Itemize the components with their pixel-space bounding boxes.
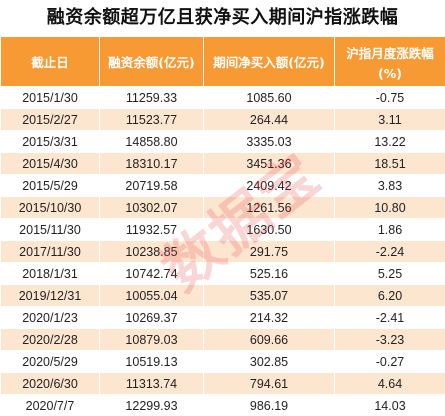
cell-financing-balance: 10302.07 — [99, 196, 204, 219]
cell-net-buy: 794.61 — [203, 372, 335, 395]
cell-date: 2020/2/28 — [0, 328, 100, 351]
cell-financing-balance: 10742.74 — [99, 262, 204, 285]
cell-date: 2015/3/31 — [0, 130, 100, 153]
cell-date: 2015/5/29 — [0, 174, 100, 197]
cell-index-change: -0.27 — [334, 350, 445, 373]
cell-net-buy: 525.16 — [203, 262, 335, 285]
cell-net-buy: 1085.60 — [203, 86, 335, 109]
cell-financing-balance: 10055.04 — [99, 284, 204, 307]
cell-financing-balance: 18310.17 — [99, 152, 204, 175]
cell-net-buy: 302.85 — [203, 350, 335, 373]
table-row: 2015/4/30 18310.17 3451.36 18.51 — [0, 152, 445, 175]
table-row: 2015/11/30 11932.57 1630.50 1.86 — [0, 218, 445, 241]
cell-date: 2015/11/30 — [0, 218, 100, 241]
cell-date: 2020/6/30 — [0, 372, 100, 395]
cell-index-change: -2.41 — [334, 306, 445, 329]
cell-date: 2020/7/7 — [0, 394, 100, 416]
cell-net-buy: 1630.50 — [203, 218, 335, 241]
table-row: 2015/1/30 11259.33 1085.60 -0.75 — [0, 86, 445, 109]
cell-date: 2015/10/30 — [0, 196, 100, 219]
table-row: 2017/11/30 10238.85 291.75 -2.24 — [0, 240, 445, 263]
cell-date: 2020/5/29 — [0, 350, 100, 373]
cell-financing-balance: 14858.80 — [99, 130, 204, 153]
table-row: 2018/1/31 10742.74 525.16 5.25 — [0, 262, 445, 285]
table-row: 2015/10/30 10302.07 1261.56 10.80 — [0, 196, 445, 219]
cell-index-change: 4.64 — [334, 372, 445, 395]
cell-index-change: 6.20 — [334, 284, 445, 307]
table-row: 2019/12/31 10055.04 535.07 6.20 — [0, 284, 445, 307]
page-title: 融资余额超万亿且获净买入期间沪指涨跌幅 — [46, 7, 399, 28]
cell-financing-balance: 10879.03 — [99, 328, 204, 351]
cell-index-change: 14.03 — [334, 394, 445, 416]
cell-financing-balance: 20719.58 — [99, 174, 204, 197]
cell-net-buy: 2409.42 — [203, 174, 335, 197]
cell-net-buy: 3451.36 — [203, 152, 335, 175]
cell-date: 2015/2/27 — [0, 108, 100, 131]
header-date: 截止日 — [0, 36, 100, 87]
cell-net-buy: 986.19 — [203, 394, 335, 416]
cell-index-change: -3.23 — [334, 328, 445, 351]
cell-financing-balance: 11523.77 — [99, 108, 204, 131]
cell-financing-balance: 11259.33 — [99, 86, 204, 109]
cell-index-change: 3.83 — [334, 174, 445, 197]
header-financing-balance: 融资余额(亿元) — [99, 36, 204, 87]
table-header-row: 截止日 融资余额(亿元) 期间净买入额(亿元) 沪指月度涨跌幅 (%) — [0, 36, 445, 87]
cell-index-change: -0.75 — [334, 86, 445, 109]
cell-net-buy: 3335.03 — [203, 130, 335, 153]
cell-financing-balance: 12299.93 — [99, 394, 204, 416]
cell-index-change: 13.22 — [334, 130, 445, 153]
cell-date: 2017/11/30 — [0, 240, 100, 263]
table-row: 2020/7/7 12299.93 986.19 14.03 — [0, 394, 445, 416]
cell-index-change: 3.11 — [334, 108, 445, 131]
table-row: 2015/2/27 11523.77 264.44 3.11 — [0, 108, 445, 131]
cell-financing-balance: 10519.13 — [99, 350, 204, 373]
cell-index-change: 10.80 — [334, 196, 445, 219]
cell-financing-balance: 11932.57 — [99, 218, 204, 241]
header-index-change: 沪指月度涨跌幅 (%) — [334, 36, 445, 87]
cell-index-change: 1.86 — [334, 218, 445, 241]
cell-net-buy: 1261.56 — [203, 196, 335, 219]
cell-net-buy: 214.32 — [203, 306, 335, 329]
header-net-buy: 期间净买入额(亿元) — [203, 36, 335, 87]
cell-index-change: 5.25 — [334, 262, 445, 285]
cell-net-buy: 264.44 — [203, 108, 335, 131]
table-row: 2015/3/31 14858.80 3335.03 13.22 — [0, 130, 445, 153]
cell-net-buy: 609.66 — [203, 328, 335, 351]
header-index-change-label: 沪指月度涨跌幅 — [346, 45, 434, 61]
table-row: 2015/5/29 20719.58 2409.42 3.83 — [0, 174, 445, 197]
cell-financing-balance: 11313.74 — [99, 372, 204, 395]
cell-date: 2020/1/23 — [0, 306, 100, 329]
cell-financing-balance: 10269.37 — [99, 306, 204, 329]
cell-net-buy: 535.07 — [203, 284, 335, 307]
margin-financing-table: 截止日 融资余额(亿元) 期间净买入额(亿元) 沪指月度涨跌幅 (%) 2015… — [0, 36, 445, 416]
cell-date: 2015/4/30 — [0, 152, 100, 175]
cell-index-change: -2.24 — [334, 240, 445, 263]
cell-date: 2019/12/31 — [0, 284, 100, 307]
table-row: 2020/2/28 10879.03 609.66 -3.23 — [0, 328, 445, 351]
cell-date: 2015/1/30 — [0, 86, 100, 109]
cell-index-change: 18.51 — [334, 152, 445, 175]
table-row: 2020/1/23 10269.37 214.32 -2.41 — [0, 306, 445, 329]
cell-net-buy: 291.75 — [203, 240, 335, 263]
header-index-change-unit: (%) — [378, 65, 402, 81]
cell-financing-balance: 10238.85 — [99, 240, 204, 263]
table-row: 2020/6/30 11313.74 794.61 4.64 — [0, 372, 445, 395]
cell-date: 2018/1/31 — [0, 262, 100, 285]
table-row: 2020/5/29 10519.13 302.85 -0.27 — [0, 350, 445, 373]
